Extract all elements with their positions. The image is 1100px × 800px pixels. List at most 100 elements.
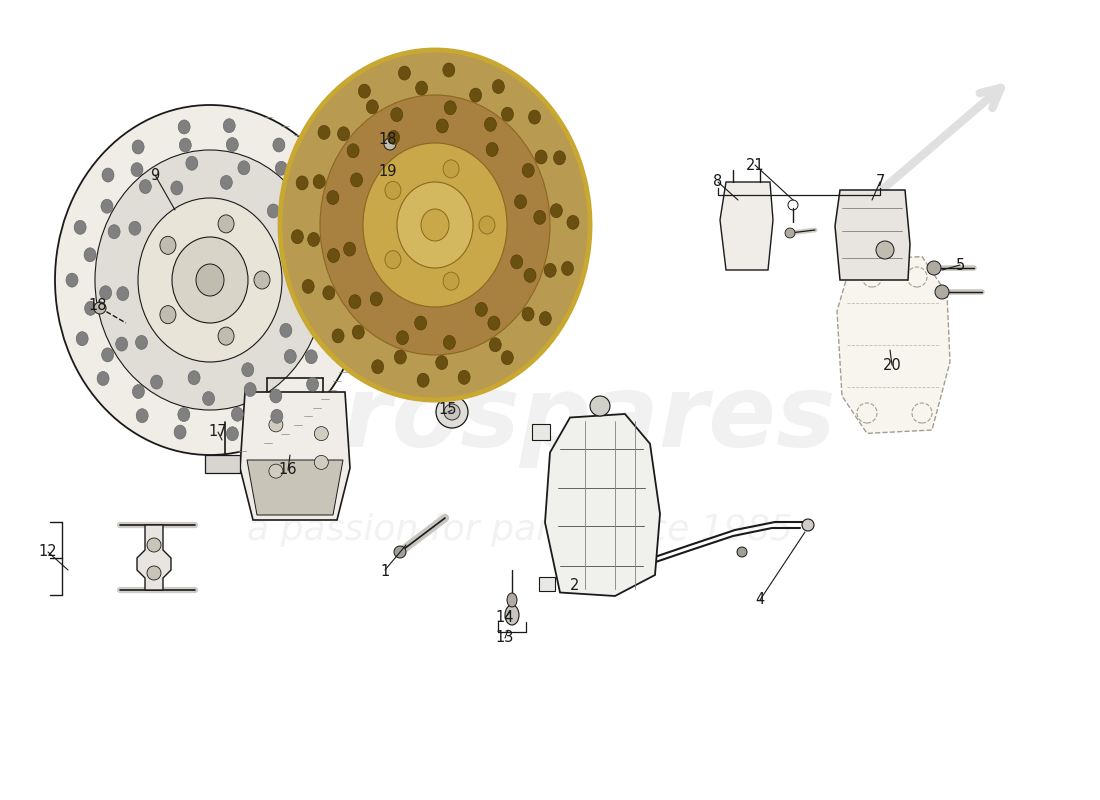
Ellipse shape [385, 182, 400, 199]
Ellipse shape [397, 182, 473, 268]
Polygon shape [240, 392, 350, 520]
Ellipse shape [314, 174, 326, 189]
Ellipse shape [223, 118, 235, 133]
Ellipse shape [220, 175, 232, 190]
Ellipse shape [322, 305, 334, 319]
Ellipse shape [302, 279, 315, 294]
Ellipse shape [524, 268, 536, 282]
Ellipse shape [254, 271, 270, 289]
Ellipse shape [85, 302, 97, 315]
Polygon shape [544, 414, 660, 596]
Ellipse shape [437, 119, 449, 133]
Ellipse shape [539, 311, 551, 326]
Ellipse shape [227, 426, 239, 441]
Ellipse shape [270, 389, 282, 403]
Ellipse shape [151, 375, 163, 389]
Ellipse shape [421, 209, 449, 241]
Text: eurospares: eurospares [204, 371, 836, 469]
Ellipse shape [131, 162, 143, 177]
Ellipse shape [174, 425, 186, 439]
Ellipse shape [117, 286, 129, 301]
Ellipse shape [475, 302, 487, 317]
Text: 18: 18 [378, 133, 397, 147]
Ellipse shape [132, 385, 144, 398]
Ellipse shape [147, 566, 161, 580]
Ellipse shape [528, 110, 540, 124]
Polygon shape [837, 257, 950, 434]
Ellipse shape [484, 118, 496, 131]
Ellipse shape [553, 151, 565, 165]
Ellipse shape [160, 306, 176, 324]
Ellipse shape [305, 240, 317, 254]
Ellipse shape [307, 378, 319, 391]
Ellipse shape [138, 198, 282, 362]
Ellipse shape [390, 108, 403, 122]
Ellipse shape [505, 605, 519, 625]
Text: 5: 5 [956, 258, 965, 273]
Ellipse shape [307, 294, 319, 307]
Ellipse shape [348, 144, 359, 158]
Ellipse shape [507, 593, 517, 607]
Ellipse shape [315, 455, 328, 470]
Ellipse shape [327, 190, 339, 205]
Ellipse shape [332, 329, 344, 343]
Ellipse shape [132, 140, 144, 154]
Ellipse shape [306, 350, 317, 364]
Text: 8: 8 [714, 174, 723, 190]
Ellipse shape [76, 332, 88, 346]
Text: 14: 14 [496, 610, 515, 626]
Ellipse shape [802, 519, 814, 531]
Ellipse shape [351, 173, 363, 187]
Ellipse shape [178, 407, 190, 422]
Ellipse shape [522, 163, 535, 178]
Ellipse shape [535, 150, 547, 164]
Ellipse shape [510, 255, 522, 269]
Ellipse shape [244, 382, 256, 397]
Ellipse shape [101, 199, 113, 214]
Ellipse shape [359, 84, 371, 98]
Text: 9: 9 [151, 167, 160, 182]
Ellipse shape [66, 273, 78, 287]
Text: 4: 4 [756, 593, 764, 607]
Ellipse shape [387, 130, 399, 144]
Ellipse shape [218, 215, 234, 233]
Ellipse shape [371, 292, 382, 306]
Ellipse shape [188, 370, 200, 385]
Ellipse shape [394, 546, 406, 558]
Ellipse shape [590, 396, 610, 416]
Ellipse shape [101, 348, 113, 362]
Ellipse shape [384, 138, 396, 150]
Ellipse shape [534, 210, 546, 224]
Text: 18: 18 [89, 298, 108, 313]
Ellipse shape [927, 261, 940, 275]
Ellipse shape [486, 142, 498, 157]
Bar [532, 423, 550, 439]
Ellipse shape [178, 120, 190, 134]
Polygon shape [835, 190, 910, 280]
Ellipse shape [522, 307, 534, 321]
Ellipse shape [280, 191, 292, 206]
Ellipse shape [129, 222, 141, 235]
Ellipse shape [296, 176, 308, 190]
Ellipse shape [785, 228, 795, 238]
Ellipse shape [334, 223, 346, 237]
Ellipse shape [322, 240, 334, 254]
Ellipse shape [100, 286, 111, 300]
Ellipse shape [416, 81, 428, 95]
Ellipse shape [218, 327, 234, 345]
Ellipse shape [398, 66, 410, 80]
Ellipse shape [231, 407, 243, 422]
Ellipse shape [478, 216, 495, 234]
Text: a passion for parts since 1985: a passion for parts since 1985 [248, 513, 793, 547]
Ellipse shape [102, 168, 114, 182]
Text: 21: 21 [746, 158, 764, 173]
Ellipse shape [275, 162, 287, 175]
Ellipse shape [458, 370, 470, 384]
Ellipse shape [343, 242, 355, 256]
Ellipse shape [84, 248, 96, 262]
Ellipse shape [444, 101, 456, 114]
Ellipse shape [160, 236, 176, 254]
Ellipse shape [415, 316, 427, 330]
Ellipse shape [444, 404, 460, 420]
Ellipse shape [320, 95, 550, 355]
